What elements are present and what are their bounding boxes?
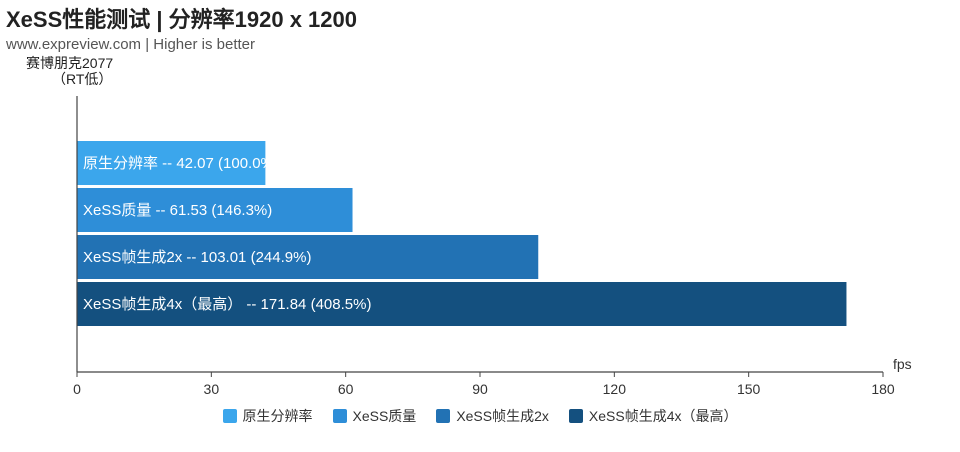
category-label-line-1: 赛博朋克2077 (26, 55, 114, 71)
bar-2 (77, 235, 539, 279)
x-tick-label-2: 60 (338, 381, 354, 397)
chart-title: XeSS性能测试 | 分辨率1920 x 1200 (6, 7, 357, 32)
legend-swatch-2 (436, 409, 451, 423)
legend-label-1: XeSS质量 (352, 408, 417, 424)
x-tick-label-5: 150 (737, 381, 761, 397)
bar-label-2: XeSS帧生成2x -- 103.01 (244.9%) (83, 249, 311, 266)
legend-label-0: 原生分辨率 (242, 408, 313, 424)
bar-label-1: XeSS质量 -- 61.53 (146.3%) (83, 202, 272, 219)
chart-subtitle: www.expreview.com | Higher is better (6, 36, 255, 53)
x-tick-label-1: 30 (204, 381, 220, 397)
x-tick-label-0: 0 (73, 381, 81, 397)
chart-legend: 原生分辨率 XeSS质量 XeSS帧生成2x XeSS帧生成4x（最高） (0, 406, 960, 426)
legend-item-3: XeSS帧生成4x（最高） (568, 406, 738, 426)
bar-label-3: XeSS帧生成4x（最高） -- 171.84 (408.5%) (83, 296, 371, 313)
legend-swatch-3 (568, 409, 583, 423)
legend-label-2: XeSS帧生成2x (456, 408, 549, 424)
category-label-line-2: （RT低） (52, 71, 113, 87)
x-axis-unit-label: fps (893, 356, 912, 372)
legend-item-0: 原生分辨率 (222, 406, 313, 426)
legend-swatch-0 (222, 409, 237, 423)
category-label: 赛博朋克2077 （RT低） (26, 55, 126, 87)
bar-1 (77, 188, 353, 232)
bar-label-0: 原生分辨率 -- 42.07 (100.0%) (83, 155, 279, 172)
bar-3 (77, 282, 847, 326)
legend-item-1: XeSS质量 (332, 406, 417, 426)
legend-label-3: XeSS帧生成4x（最高） (588, 408, 738, 424)
bar-0 (77, 141, 266, 185)
x-tick-label-3: 90 (472, 381, 488, 397)
x-tick-label-4: 120 (603, 381, 627, 397)
x-tick-label-6: 180 (871, 381, 895, 397)
legend-swatch-1 (332, 409, 347, 423)
legend-item-2: XeSS帧生成2x (436, 406, 549, 426)
